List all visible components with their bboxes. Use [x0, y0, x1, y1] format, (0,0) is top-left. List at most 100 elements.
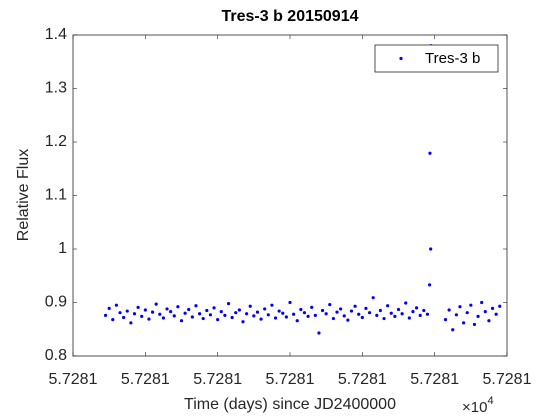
point	[179, 319, 184, 323]
point	[335, 310, 339, 314]
point	[165, 307, 169, 311]
x-multiplier: ×104	[462, 395, 494, 416]
x-tick-label: 5.7281	[49, 371, 98, 388]
point	[295, 319, 299, 323]
point	[447, 308, 451, 312]
point	[428, 151, 432, 155]
point	[443, 318, 448, 322]
point	[349, 309, 354, 313]
y-tick-label: 1.4	[45, 26, 67, 43]
point	[169, 309, 173, 314]
point	[114, 303, 118, 307]
point	[208, 313, 213, 317]
legend-marker	[399, 56, 403, 61]
point	[324, 312, 328, 316]
point	[472, 322, 477, 327]
point	[346, 318, 350, 322]
point	[245, 312, 249, 316]
point	[223, 313, 227, 317]
point	[273, 316, 278, 320]
point	[111, 318, 115, 322]
point	[404, 301, 408, 305]
point	[161, 316, 166, 320]
point	[136, 305, 140, 309]
point	[252, 314, 256, 318]
y-tick-label: 1.3	[45, 80, 67, 97]
chart-title: Tres-3 b 20150914	[222, 8, 359, 25]
point	[277, 309, 281, 313]
point	[183, 311, 187, 315]
point	[418, 313, 422, 317]
point	[299, 307, 303, 312]
y-tick-label: 0.8	[45, 347, 67, 364]
point	[382, 316, 386, 321]
point	[480, 300, 484, 305]
point	[465, 311, 469, 315]
point	[400, 312, 404, 316]
point	[150, 310, 155, 314]
point	[428, 283, 432, 287]
point	[389, 311, 393, 315]
point	[205, 308, 209, 313]
x-tick-label: 5.7281	[410, 371, 459, 388]
point	[129, 321, 133, 325]
point	[281, 311, 285, 315]
point	[483, 309, 487, 314]
point	[288, 300, 292, 305]
point	[469, 303, 473, 307]
point	[284, 315, 288, 319]
point	[270, 303, 274, 307]
point	[429, 247, 433, 251]
point	[411, 309, 415, 314]
point	[201, 316, 205, 321]
point	[317, 331, 321, 335]
point	[302, 311, 307, 315]
point	[248, 304, 252, 308]
point	[292, 312, 296, 316]
point	[216, 318, 220, 322]
point	[414, 306, 419, 310]
point	[487, 319, 491, 323]
point	[237, 308, 241, 312]
point	[187, 307, 191, 312]
point	[172, 314, 176, 318]
point	[393, 314, 397, 319]
point	[219, 309, 223, 314]
point	[462, 321, 466, 325]
point	[212, 306, 216, 310]
y-axis-label: Relative Flux	[15, 149, 32, 241]
point	[320, 308, 325, 313]
x-tick-label: 5.7281	[266, 371, 315, 388]
point	[176, 305, 180, 309]
point	[241, 320, 245, 324]
point	[230, 315, 234, 320]
y-tick-label: 1.1	[45, 187, 67, 204]
point	[494, 312, 498, 316]
point	[226, 301, 231, 306]
point	[357, 312, 361, 316]
y-tick-label: 1	[58, 240, 67, 257]
x-axis-label: Time (days) since JD2400000	[184, 396, 396, 413]
x-tick-label: 5.7281	[121, 371, 170, 388]
point	[107, 306, 111, 310]
point	[422, 308, 426, 313]
legend-label: Tres-3 b	[425, 50, 480, 67]
point	[498, 304, 502, 308]
point	[451, 328, 455, 332]
point	[154, 302, 158, 306]
x-tick-label: 5.7281	[483, 371, 532, 388]
legend-box	[374, 44, 499, 73]
y-tick-label: 1.2	[45, 133, 67, 150]
point	[339, 307, 343, 311]
legend: Tres-3 b	[374, 44, 499, 73]
point	[118, 311, 122, 315]
point	[367, 311, 372, 315]
point	[342, 314, 346, 318]
point	[328, 303, 332, 307]
point	[266, 313, 270, 317]
x-multiplier-base: ×10	[462, 399, 487, 416]
x-tick-label: 5.7281	[193, 371, 242, 388]
point	[371, 296, 375, 300]
point	[132, 312, 137, 316]
